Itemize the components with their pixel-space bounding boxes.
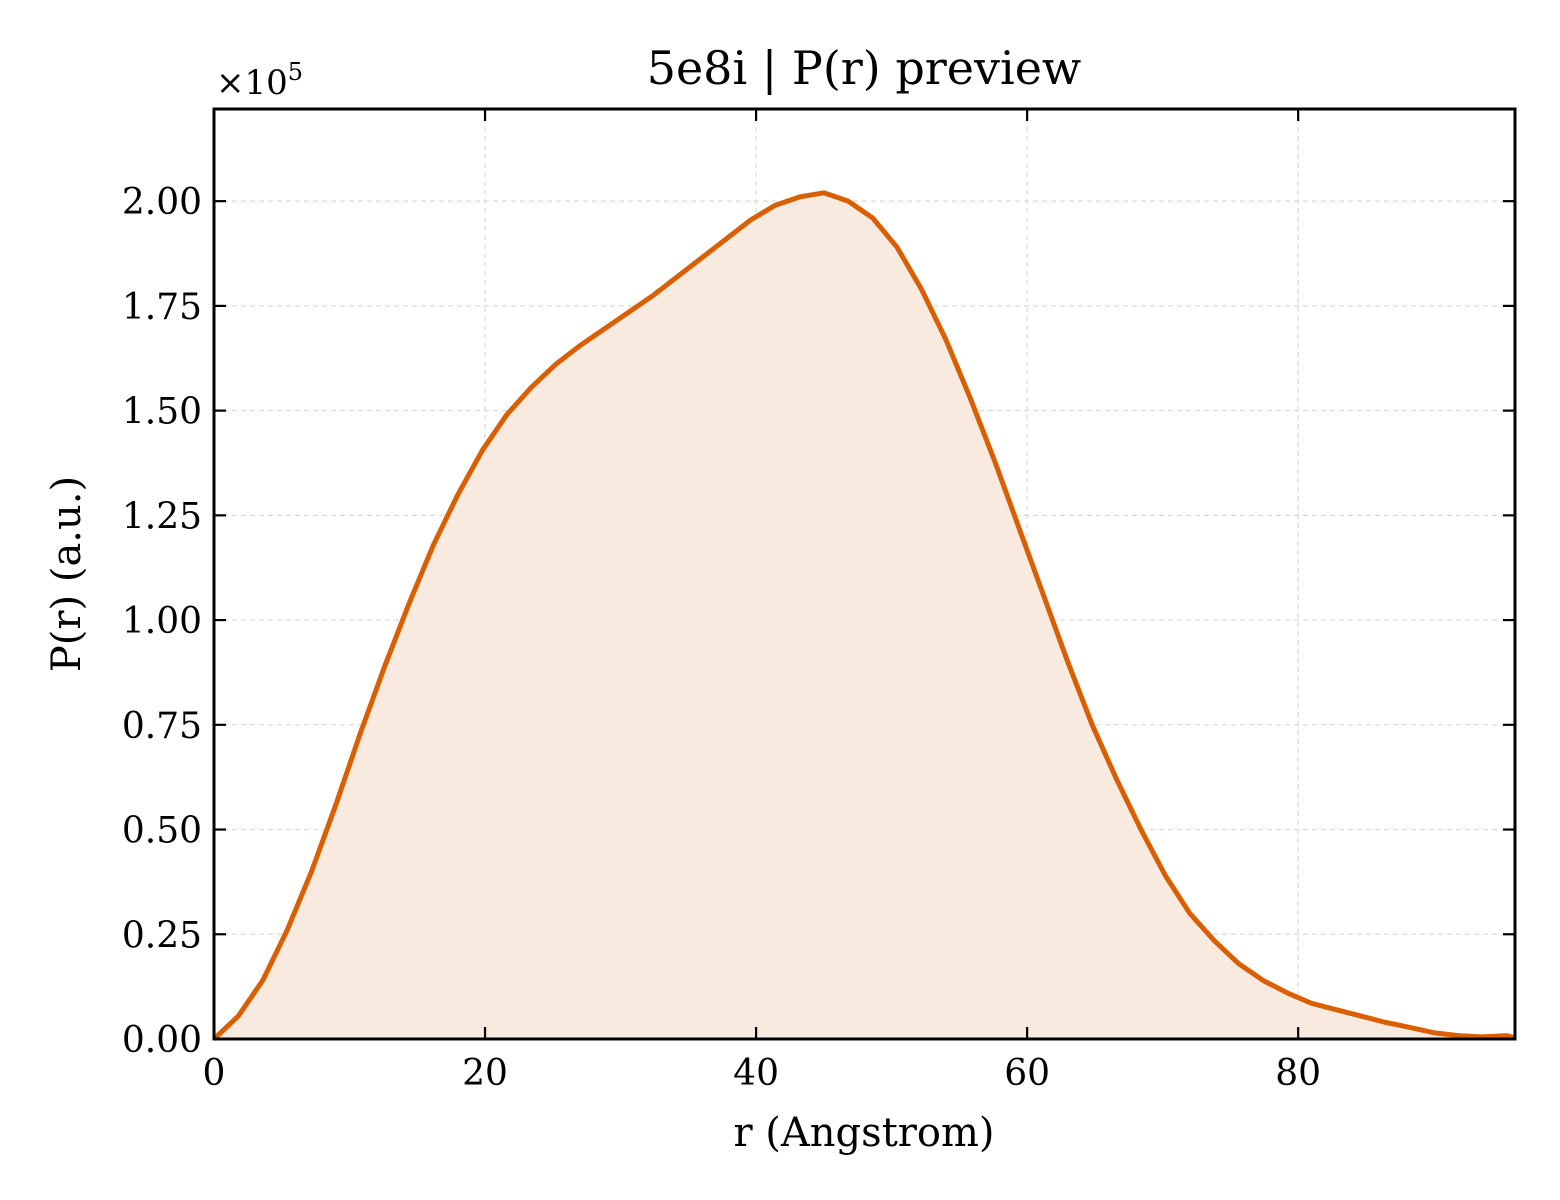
x-tick-label: 20	[462, 1053, 508, 1094]
x-axis-label: r (Angstrom)	[733, 1110, 994, 1156]
pr-area-fill	[214, 192, 1515, 1039]
x-tick-label: 60	[1004, 1053, 1050, 1094]
chart-title: 5e8i | P(r) preview	[647, 41, 1082, 95]
y-offset-base: ×10	[216, 63, 288, 103]
y-tick-label: 1.25	[122, 496, 202, 537]
y-tick-label: 0.25	[122, 915, 202, 956]
y-tick-label: 0.50	[122, 811, 202, 852]
y-tick-label: 1.00	[122, 601, 202, 642]
y-tick-label: 1.50	[122, 392, 202, 433]
svg-text:×105: ×105	[216, 58, 303, 103]
ticks: 0 20 40 60 80 0.00 0.25 0.50 0.75 1.00 1.25 1.50 1.7…	[122, 109, 1515, 1094]
x-tick-label: 80	[1275, 1053, 1321, 1094]
x-tick-label: 40	[733, 1053, 779, 1094]
y-offset-exponent: 5	[288, 58, 303, 86]
x-tick-label: 0	[203, 1053, 226, 1094]
y-tick-label: 0.00	[122, 1020, 202, 1061]
y-tick-label: 1.75	[122, 287, 202, 328]
y-axis-label: P(r) (a.u.)	[44, 476, 90, 672]
plot-area	[212, 190, 1516, 1041]
y-tick-label: 2.00	[122, 182, 202, 223]
pr-line	[212, 190, 1516, 1041]
y-offset-text: ×105	[216, 58, 303, 103]
plot-frame	[212, 107, 1517, 1041]
y-tick-label: 0.75	[122, 706, 202, 747]
